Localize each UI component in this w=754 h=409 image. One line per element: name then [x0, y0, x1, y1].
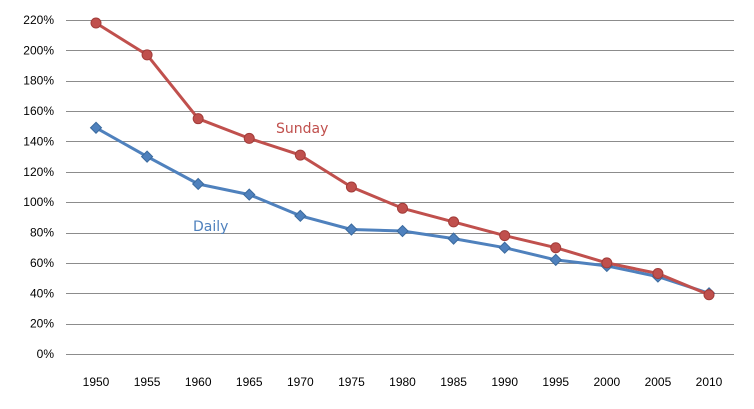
y-tick-label: 80%	[30, 226, 54, 240]
sunday-point	[550, 242, 562, 254]
daily-point	[498, 241, 511, 254]
series-labels: Sunday Daily	[193, 121, 328, 235]
x-tick-label: 1985	[440, 375, 467, 389]
x-tick-label: 1975	[338, 375, 365, 389]
daily-point	[294, 209, 307, 223]
daily-point	[89, 121, 103, 134]
sunday-point	[294, 149, 306, 161]
y-tick-label: 40%	[30, 286, 54, 300]
sunday-point	[243, 132, 255, 144]
y-tick-label: 220%	[23, 13, 54, 27]
y-tick-label: 160%	[23, 104, 54, 118]
x-tick-label: 1980	[389, 375, 416, 389]
x-tick-label: 2005	[645, 375, 672, 389]
daily-series-label: Daily	[193, 219, 228, 235]
sunday-point	[652, 268, 664, 280]
sunday-point	[703, 289, 715, 301]
daily-point	[396, 224, 409, 238]
sunday-point	[499, 230, 511, 242]
y-tick-label: 180%	[23, 74, 54, 88]
x-tick-label: 1955	[134, 375, 161, 389]
y-tick-label: 100%	[23, 195, 54, 209]
y-tick-label: 60%	[30, 256, 54, 270]
sunday-point	[448, 216, 460, 228]
x-tick-label: 1995	[542, 375, 569, 389]
daily-point	[345, 223, 358, 236]
y-tick-label: 20%	[30, 317, 54, 331]
x-tick-label: 1965	[236, 375, 263, 389]
sunday-point	[90, 17, 102, 29]
sunday-point	[192, 113, 204, 125]
x-tick-label: 2010	[696, 375, 723, 389]
x-axis-tick-labels: 1950 1955 1960 1965 1970 1975 1980 1985 1990 1995…	[83, 375, 723, 389]
daily-point	[191, 177, 205, 191]
sunday-point	[601, 257, 613, 269]
y-tick-label: 0%	[37, 347, 55, 361]
x-tick-label: 2000	[593, 375, 620, 389]
sunday-point	[345, 181, 357, 193]
series-layer	[89, 17, 716, 301]
y-tick-label: 200%	[23, 43, 54, 57]
y-tick-label: 120%	[23, 165, 54, 179]
daily-point	[549, 253, 562, 267]
x-tick-label: 1990	[491, 375, 518, 389]
daily-point	[140, 150, 154, 163]
gridlines	[66, 20, 734, 355]
x-tick-label: 1960	[185, 375, 212, 389]
y-tick-label: 140%	[23, 134, 54, 148]
x-tick-label: 1950	[83, 375, 110, 389]
sunday-point	[141, 49, 153, 61]
y-axis-tick-labels: 0% 20% 40% 60% 80% 100% 120% 140% 160% 180% 200% 22…	[23, 13, 54, 361]
daily-point	[243, 188, 256, 201]
sunday-series-line	[94, 21, 711, 297]
sunday-series-label: Sunday	[276, 121, 328, 137]
x-tick-label: 1970	[287, 375, 314, 389]
daily-point	[447, 232, 460, 245]
sunday-point	[397, 202, 408, 214]
